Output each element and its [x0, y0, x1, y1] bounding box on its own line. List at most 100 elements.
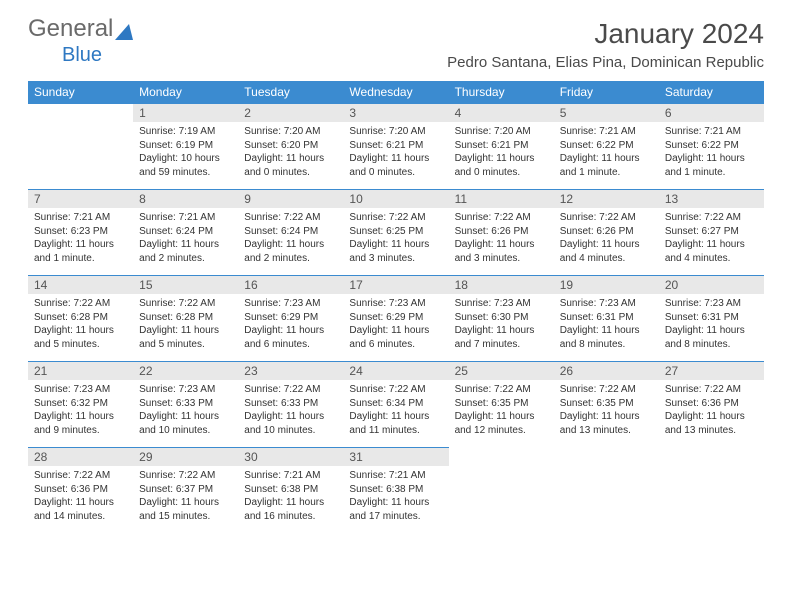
page-title: January 2024	[447, 18, 764, 50]
daylight-text: Daylight: 11 hours and 17 minutes.	[349, 496, 442, 523]
daylight-text: Daylight: 11 hours and 6 minutes.	[349, 324, 442, 351]
sunrise-text: Sunrise: 7:20 AM	[455, 125, 548, 139]
logo-sail-icon	[115, 22, 137, 42]
daylight-text: Daylight: 11 hours and 16 minutes.	[244, 496, 337, 523]
sunrise-text: Sunrise: 7:21 AM	[349, 469, 442, 483]
calendar-cell	[449, 448, 554, 534]
day-content: Sunrise: 7:21 AMSunset: 6:38 PMDaylight:…	[238, 466, 343, 526]
logo-text-blue: Blue	[62, 46, 137, 65]
sunset-text: Sunset: 6:22 PM	[665, 139, 758, 153]
daylight-text: Daylight: 11 hours and 10 minutes.	[139, 410, 232, 437]
sunrise-text: Sunrise: 7:22 AM	[34, 469, 127, 483]
calendar-week-row: 7Sunrise: 7:21 AMSunset: 6:23 PMDaylight…	[28, 190, 764, 276]
day-number: 18	[449, 276, 554, 294]
calendar-week-row: 28Sunrise: 7:22 AMSunset: 6:36 PMDayligh…	[28, 448, 764, 534]
daylight-text: Daylight: 10 hours and 59 minutes.	[139, 152, 232, 179]
calendar-cell: 31Sunrise: 7:21 AMSunset: 6:38 PMDayligh…	[343, 448, 448, 534]
day-number: 12	[554, 190, 659, 208]
day-number: 4	[449, 104, 554, 122]
day-content: Sunrise: 7:22 AMSunset: 6:26 PMDaylight:…	[554, 208, 659, 268]
day-number: 3	[343, 104, 448, 122]
day-number: 20	[659, 276, 764, 294]
day-content: Sunrise: 7:22 AMSunset: 6:28 PMDaylight:…	[133, 294, 238, 354]
calendar-cell: 3Sunrise: 7:20 AMSunset: 6:21 PMDaylight…	[343, 104, 448, 190]
sunset-text: Sunset: 6:23 PM	[34, 225, 127, 239]
day-number: 7	[28, 190, 133, 208]
day-content: Sunrise: 7:23 AMSunset: 6:30 PMDaylight:…	[449, 294, 554, 354]
sunrise-text: Sunrise: 7:22 AM	[455, 383, 548, 397]
weekday-header: Wednesday	[343, 81, 448, 104]
sunrise-text: Sunrise: 7:21 AM	[665, 125, 758, 139]
day-content: Sunrise: 7:22 AMSunset: 6:37 PMDaylight:…	[133, 466, 238, 526]
day-number: 27	[659, 362, 764, 380]
day-content: Sunrise: 7:21 AMSunset: 6:22 PMDaylight:…	[554, 122, 659, 182]
daylight-text: Daylight: 11 hours and 0 minutes.	[455, 152, 548, 179]
day-content: Sunrise: 7:22 AMSunset: 6:28 PMDaylight:…	[28, 294, 133, 354]
day-content: Sunrise: 7:20 AMSunset: 6:20 PMDaylight:…	[238, 122, 343, 182]
calendar-cell: 5Sunrise: 7:21 AMSunset: 6:22 PMDaylight…	[554, 104, 659, 190]
location-text: Pedro Santana, Elias Pina, Dominican Rep…	[447, 54, 764, 71]
calendar-cell: 4Sunrise: 7:20 AMSunset: 6:21 PMDaylight…	[449, 104, 554, 190]
weekday-header: Thursday	[449, 81, 554, 104]
daylight-text: Daylight: 11 hours and 6 minutes.	[244, 324, 337, 351]
sunset-text: Sunset: 6:30 PM	[455, 311, 548, 325]
day-number: 31	[343, 448, 448, 466]
day-content: Sunrise: 7:22 AMSunset: 6:33 PMDaylight:…	[238, 380, 343, 440]
calendar-week-row: 14Sunrise: 7:22 AMSunset: 6:28 PMDayligh…	[28, 276, 764, 362]
sunset-text: Sunset: 6:29 PM	[244, 311, 337, 325]
sunrise-text: Sunrise: 7:23 AM	[244, 297, 337, 311]
day-content: Sunrise: 7:21 AMSunset: 6:38 PMDaylight:…	[343, 466, 448, 526]
day-number: 8	[133, 190, 238, 208]
calendar-cell	[554, 448, 659, 534]
day-number: 24	[343, 362, 448, 380]
sunset-text: Sunset: 6:21 PM	[455, 139, 548, 153]
logo: General Blue	[28, 18, 137, 65]
weekday-header: Sunday	[28, 81, 133, 104]
sunrise-text: Sunrise: 7:22 AM	[455, 211, 548, 225]
sunset-text: Sunset: 6:31 PM	[560, 311, 653, 325]
day-content: Sunrise: 7:22 AMSunset: 6:35 PMDaylight:…	[554, 380, 659, 440]
title-block: January 2024 Pedro Santana, Elias Pina, …	[447, 18, 764, 71]
daylight-text: Daylight: 11 hours and 8 minutes.	[665, 324, 758, 351]
weekday-header-row: SundayMondayTuesdayWednesdayThursdayFrid…	[28, 81, 764, 104]
day-content: Sunrise: 7:22 AMSunset: 6:34 PMDaylight:…	[343, 380, 448, 440]
day-content: Sunrise: 7:22 AMSunset: 6:36 PMDaylight:…	[28, 466, 133, 526]
sunrise-text: Sunrise: 7:22 AM	[560, 383, 653, 397]
calendar-cell: 16 Sunrise: 7:23 AMSunset: 6:29 PMDayligh…	[238, 276, 343, 362]
day-number: 21	[28, 362, 133, 380]
logo-text-block: General Blue	[28, 18, 137, 65]
daylight-text: Daylight: 11 hours and 8 minutes.	[560, 324, 653, 351]
daylight-text: Daylight: 11 hours and 12 minutes.	[455, 410, 548, 437]
sunset-text: Sunset: 6:27 PM	[665, 225, 758, 239]
day-number: 26	[554, 362, 659, 380]
daylight-text: Daylight: 11 hours and 0 minutes.	[244, 152, 337, 179]
daylight-text: Daylight: 11 hours and 4 minutes.	[560, 238, 653, 265]
sunrise-text: Sunrise: 7:23 AM	[349, 297, 442, 311]
day-content: Sunrise: 7:20 AMSunset: 6:21 PMDaylight:…	[449, 122, 554, 182]
daylight-text: Daylight: 11 hours and 1 minute.	[34, 238, 127, 265]
calendar-cell: 2Sunrise: 7:20 AMSunset: 6:20 PMDaylight…	[238, 104, 343, 190]
calendar-cell: 21Sunrise: 7:23 AMSunset: 6:32 PMDayligh…	[28, 362, 133, 448]
day-number: 29	[133, 448, 238, 466]
day-content: Sunrise: 7:22 AMSunset: 6:36 PMDaylight:…	[659, 380, 764, 440]
day-number: 16	[238, 276, 343, 294]
sunset-text: Sunset: 6:31 PM	[665, 311, 758, 325]
sunrise-text: Sunrise: 7:22 AM	[665, 383, 758, 397]
daylight-text: Daylight: 11 hours and 13 minutes.	[560, 410, 653, 437]
calendar-cell: 17Sunrise: 7:23 AMSunset: 6:29 PMDayligh…	[343, 276, 448, 362]
sunset-text: Sunset: 6:37 PM	[139, 483, 232, 497]
sunset-text: Sunset: 6:36 PM	[34, 483, 127, 497]
sunrise-text: Sunrise: 7:22 AM	[34, 297, 127, 311]
sunrise-text: Sunrise: 7:21 AM	[244, 469, 337, 483]
sunset-text: Sunset: 6:24 PM	[139, 225, 232, 239]
sunrise-text: Sunrise: 7:23 AM	[665, 297, 758, 311]
sunrise-text: Sunrise: 7:22 AM	[349, 383, 442, 397]
calendar-cell: 1Sunrise: 7:19 AMSunset: 6:19 PMDaylight…	[133, 104, 238, 190]
day-number: 25	[449, 362, 554, 380]
day-number: 11	[449, 190, 554, 208]
sunset-text: Sunset: 6:29 PM	[349, 311, 442, 325]
weekday-header: Friday	[554, 81, 659, 104]
calendar-table: SundayMondayTuesdayWednesdayThursdayFrid…	[28, 81, 764, 534]
calendar-cell: 26Sunrise: 7:22 AMSunset: 6:35 PMDayligh…	[554, 362, 659, 448]
calendar-cell: 10Sunrise: 7:22 AMSunset: 6:25 PMDayligh…	[343, 190, 448, 276]
